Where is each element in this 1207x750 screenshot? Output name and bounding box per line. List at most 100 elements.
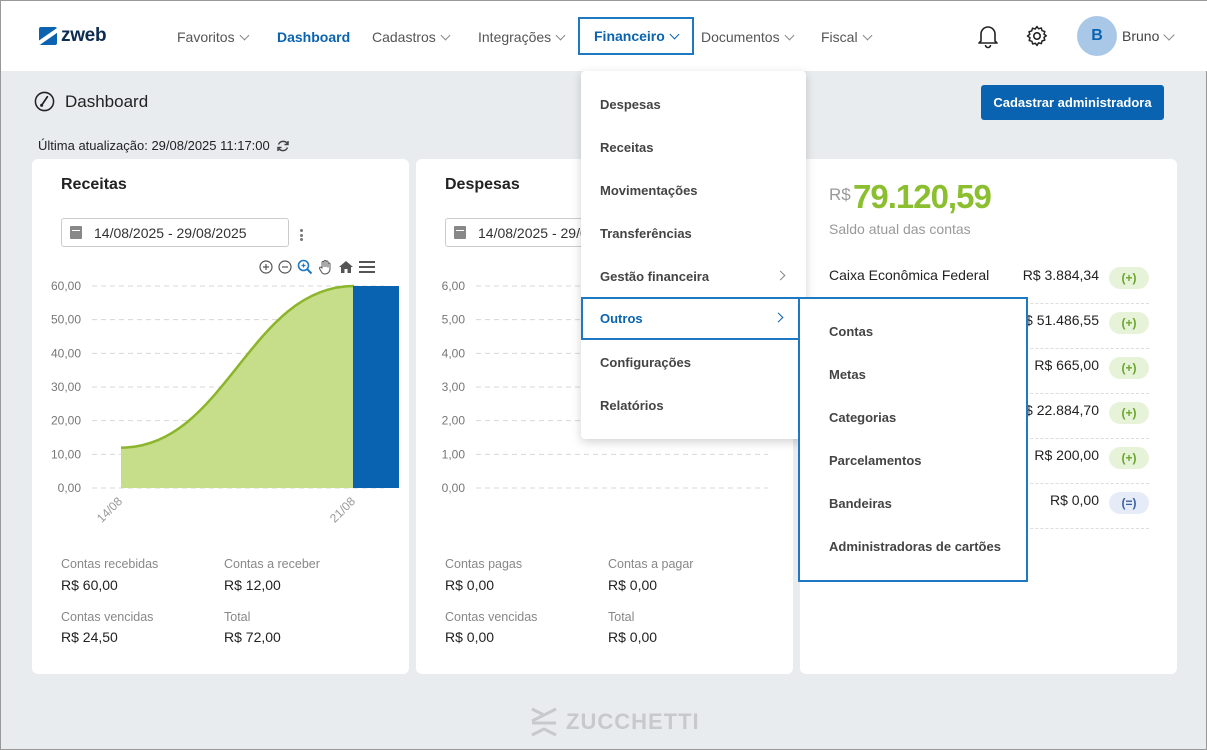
y-tick-label: 2,00 [442, 414, 466, 428]
chevron-down-icon[interactable] [1163, 29, 1175, 41]
x-tick-label: 21/08 [327, 494, 358, 525]
outros-submenu: Contas Metas Categorias Parcelamentos Ba… [798, 297, 1028, 582]
account-value: R$ 51.486,55 [1014, 312, 1099, 328]
balance-currency: R$ [829, 185, 851, 204]
submenu-item-administradoras[interactable]: Administradoras de cartões [829, 539, 1001, 554]
menu-item-receitas[interactable]: Receitas [600, 140, 654, 155]
menu-item-transferencias[interactable]: Transferências [600, 226, 692, 241]
nav-integracoes[interactable]: Integrações [478, 19, 566, 55]
account-add-badge[interactable]: (+) [1109, 357, 1149, 379]
top-navbar: zweb Favoritos Dashboard Cadastros Integ… [1, 1, 1207, 71]
logo-mark-icon [39, 27, 57, 45]
bar [353, 286, 399, 488]
zoom-out-icon[interactable] [278, 260, 292, 274]
menu-item-despesas[interactable]: Despesas [600, 97, 661, 112]
despesas-stat-label: Contas a pagar [608, 557, 694, 571]
y-tick-label: 5,00 [442, 313, 466, 327]
menu-item-label: Outros [600, 311, 643, 326]
chart-toolbar [259, 259, 375, 275]
area-fill [121, 286, 354, 488]
y-tick-label: 0,00 [442, 481, 466, 495]
nav-favoritos[interactable]: Favoritos [177, 19, 250, 55]
submenu-item-metas[interactable]: Metas [829, 367, 866, 382]
account-add-badge[interactable]: (+) [1109, 447, 1149, 469]
receitas-date-text: 14/08/2025 - 29/08/2025 [94, 224, 247, 241]
chevron-down-icon [440, 30, 451, 40]
bell-icon[interactable] [976, 23, 1000, 49]
chevron-down-icon [669, 29, 680, 39]
home-reset-icon[interactable] [338, 260, 354, 274]
account-value: R$ 665,00 [1034, 357, 1099, 373]
account-add-badge[interactable]: (+) [1109, 312, 1149, 334]
nav-cadastros-label: Cadastros [372, 29, 436, 45]
receitas-stat-value: R$ 12,00 [224, 577, 281, 593]
submenu-item-contas[interactable]: Contas [829, 324, 874, 339]
user-name[interactable]: Bruno [1122, 28, 1160, 44]
nav-favoritos-label: Favoritos [177, 29, 235, 45]
page-header: Dashboard [34, 91, 148, 112]
zoom-selection-icon[interactable] [297, 259, 313, 275]
nav-financeiro[interactable]: Financeiro [578, 17, 694, 55]
menu-item-configuracoes[interactable]: Configurações [600, 355, 692, 370]
y-tick-label: 50,00 [51, 313, 81, 327]
account-name: Caixa Econômica Federal [829, 267, 990, 283]
receitas-stat-label: Total [224, 610, 251, 624]
menu-item-movimentacoes[interactable]: Movimentações [600, 183, 698, 198]
nav-documentos-label: Documentos [701, 29, 780, 45]
nav-fiscal[interactable]: Fiscal [821, 19, 873, 55]
refresh-icon[interactable] [276, 139, 290, 153]
chart-menu-icon[interactable] [359, 261, 375, 273]
despesas-stat-value: R$ 0,00 [608, 577, 658, 593]
financeiro-dropdown: Despesas Receitas Movimentações Transfer… [581, 71, 806, 439]
y-tick-label: 30,00 [51, 380, 81, 394]
logo-text: zweb [61, 25, 107, 46]
nav-financeiro-label: Financeiro [594, 28, 665, 44]
nav-dashboard[interactable]: Dashboard [277, 19, 350, 55]
submenu-item-categorias[interactable]: Categorias [829, 410, 897, 425]
nav-fiscal-label: Fiscal [821, 29, 858, 45]
gear-icon[interactable] [1025, 23, 1049, 49]
pan-hand-icon[interactable] [318, 259, 333, 275]
chevron-down-icon [784, 30, 795, 40]
page-title: Dashboard [65, 91, 149, 111]
y-tick-label: 10,00 [51, 447, 81, 461]
y-tick-label: 3,00 [442, 380, 466, 394]
account-equal-badge[interactable]: (=) [1109, 492, 1149, 514]
account-add-badge[interactable]: (+) [1109, 402, 1149, 424]
account-value: R$ 0,00 [1049, 492, 1099, 508]
area-line [120, 284, 355, 449]
balance-subtitle: Saldo atual das contas [829, 221, 971, 237]
menu-item-outros[interactable]: Outros [581, 297, 800, 340]
nav-documentos[interactable]: Documentos [701, 19, 795, 55]
receitas-title: Receitas [61, 176, 127, 193]
account-value: R$ 22.884,70 [1014, 402, 1099, 418]
menu-item-gestao-financeira[interactable]: Gestão financeira [581, 255, 806, 298]
avatar[interactable]: B [1077, 16, 1117, 56]
x-tick-label: 14/08 [94, 494, 125, 525]
menu-item-relatorios[interactable]: Relatórios [600, 398, 664, 413]
cadastrar-administradora-button[interactable]: Cadastrar administradora [981, 85, 1164, 120]
despesas-stat-value: R$ 0,00 [445, 577, 495, 593]
receitas-stat-value: R$ 60,00 [61, 577, 118, 593]
submenu-item-bandeiras[interactable]: Bandeiras [829, 496, 892, 511]
despesas-title: Despesas [445, 176, 520, 193]
last-update-text: Última atualização: 29/08/2025 11:17:00 [38, 138, 270, 153]
menu-item-label: Gestão financeira [600, 269, 710, 284]
nav-cadastros[interactable]: Cadastros [372, 19, 451, 55]
zucchetti-footer-logo: ZUCCHETTI [528, 705, 700, 739]
zoom-in-icon[interactable] [259, 260, 273, 274]
zweb-logo[interactable]: zweb [39, 25, 107, 47]
last-update: Última atualização: 29/08/2025 11:17:00 [38, 138, 290, 153]
submenu-item-parcelamentos[interactable]: Parcelamentos [829, 453, 922, 468]
zucchetti-mark-icon [531, 707, 557, 737]
account-value: R$ 200,00 [1034, 447, 1099, 463]
kebab-menu-icon[interactable] [300, 229, 303, 241]
receitas-stat-value: R$ 24,50 [61, 629, 118, 645]
nav-dashboard-label: Dashboard [277, 29, 351, 45]
account-add-badge[interactable]: (+) [1109, 267, 1149, 289]
calendar-icon [454, 226, 466, 239]
receitas-date-range[interactable]: 14/08/2025 - 29/08/2025 [61, 218, 289, 247]
despesas-stat-value: R$ 0,00 [445, 629, 495, 645]
balance-amount: 79.120,59 [853, 178, 992, 215]
receitas-chart: 0,00 10,00 20,00 30,00 40,00 50,00 60,00 14/08 2… [51, 279, 399, 525]
